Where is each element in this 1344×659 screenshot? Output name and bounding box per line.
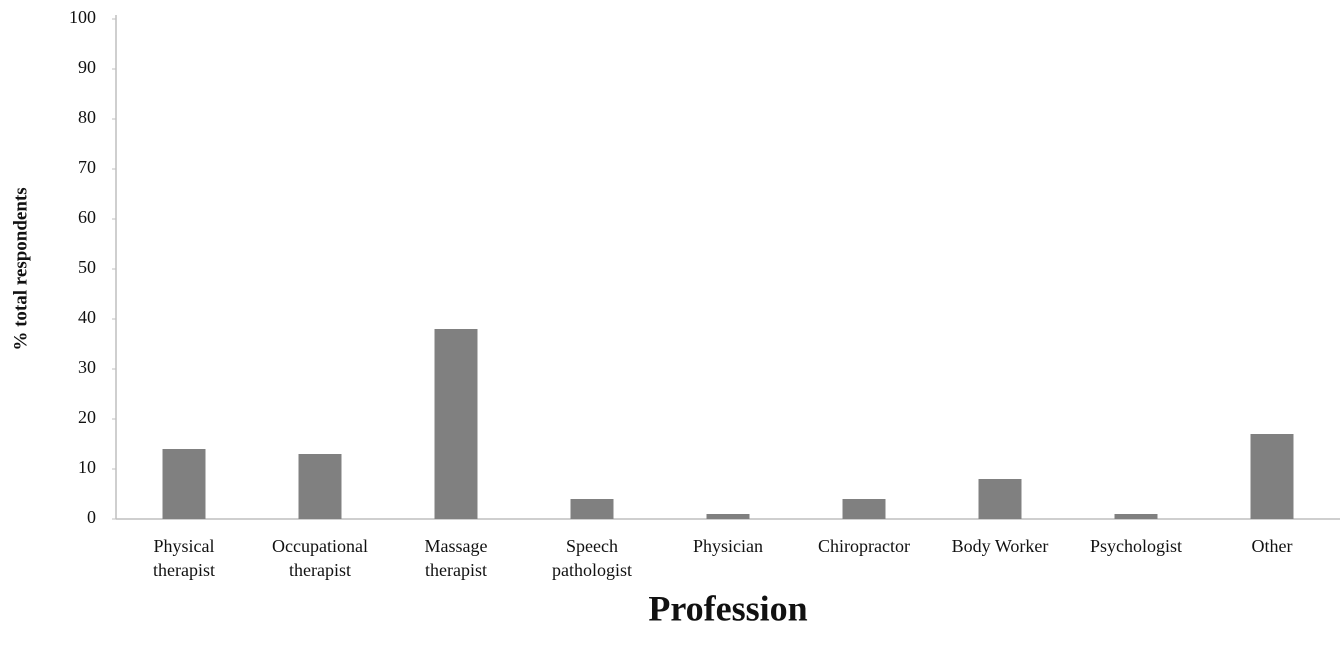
x-tick-label: Occupational therapist	[272, 536, 368, 580]
y-tick-label: 30	[78, 357, 96, 377]
x-tick-label: Other	[1252, 536, 1293, 556]
y-tick-label: 70	[78, 157, 96, 177]
y-tick-label: 10	[78, 457, 96, 477]
x-tick-label: Speech pathologist	[552, 536, 632, 580]
bar	[298, 454, 342, 519]
y-tick-label: 60	[78, 207, 96, 227]
x-tick-label: Physician	[693, 536, 763, 556]
bar	[570, 499, 614, 519]
x-tick-label: Physical therapist	[153, 536, 215, 580]
y-tick-label: 20	[78, 407, 96, 427]
x-tick-label: Psychologist	[1090, 536, 1182, 556]
bar	[1250, 434, 1294, 519]
y-tick-label: 40	[78, 307, 96, 327]
x-tick-label: Chiropractor	[818, 536, 910, 556]
bar	[842, 499, 886, 519]
y-tick-label: 100	[69, 7, 96, 27]
bar	[1114, 514, 1158, 519]
bar	[978, 479, 1022, 519]
y-tick-label: 50	[78, 257, 96, 277]
bar	[706, 514, 750, 519]
y-tick-label: 0	[87, 507, 96, 527]
bar	[162, 449, 206, 519]
x-tick-label: Body Worker	[952, 536, 1049, 556]
x-tick-label: Massage therapist	[425, 536, 488, 580]
y-axis-title: % total respondents	[10, 187, 31, 350]
y-tick-label: 90	[78, 57, 96, 77]
bar	[434, 329, 478, 519]
y-tick-label: 80	[78, 107, 96, 127]
x-axis-title: Profession	[648, 588, 807, 628]
